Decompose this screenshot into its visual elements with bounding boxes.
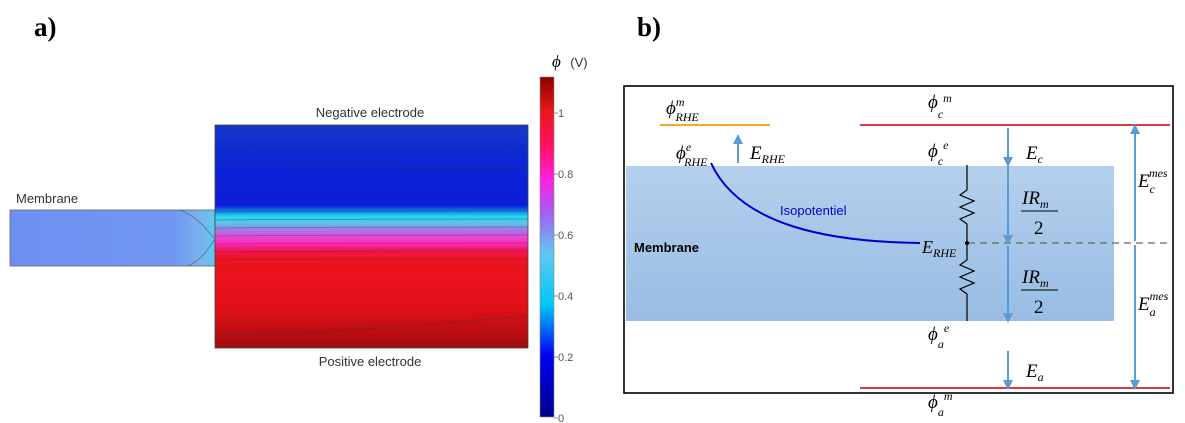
equipotential-lines [214,161,529,337]
colorbar-tick-label: 0.4 [558,291,573,303]
panel-a-label: a) [34,12,57,42]
colorbar-ticks: 1 0.8 0.6 0.4 0.2 0 [554,108,573,423]
E-a-label: Ea [1025,361,1044,384]
phi-RHE-m-label: ϕm RHE [666,95,700,124]
E-RHE-node-label: ERHE [921,237,957,260]
positive-electrode-label: Positive electrode [319,354,422,369]
panel-b-label: b) [637,12,661,42]
membrane-contour-lines [179,209,215,267]
phi-a-m-label: ϕam [928,389,953,419]
resistor-upper [958,165,976,243]
negative-electrode-label: Negative electrode [316,105,424,120]
E-a-mes-label: Eames [1137,289,1169,319]
electrode-domain [214,124,529,349]
midpoint-node [965,241,969,245]
phi-RHE-e-label: ϕe RHE [676,140,708,169]
isopotential-label: Isopotentiel [780,203,847,218]
panel-b: b) Membrane Isopotentiel ϕm RHE ϕ [623,12,1174,419]
panel-a: a) Membrane Negative electrode Positive … [9,12,588,423]
IRm-upper-numerator: IRm [1021,188,1049,211]
IRm-upper-denominator: 2 [1034,218,1044,239]
phi-c-m-label: ϕcm [928,91,952,121]
colorbar-tick-label: 0.2 [558,352,573,364]
membrane-label-b: Membrane [634,240,699,255]
membrane-label-a: Membrane [16,191,78,206]
IRm-lower-numerator: IRm [1021,267,1049,290]
colorbar-tick-label: 0.6 [558,230,573,242]
colorbar [539,76,555,418]
E-c-label: Ec [1025,143,1044,166]
colorbar-tick-label: 0 [558,413,564,423]
phi-c-e-label: ϕce [928,138,949,168]
phi-a-e-label: ϕae [928,321,950,351]
membrane-region [9,209,216,267]
isopotential-curve [710,162,921,244]
E-c-mes-label: Ecmes [1137,166,1168,196]
E-RHE-label: ERHE [749,143,786,166]
IRm-lower-denominator: 2 [1034,297,1044,318]
colorbar-tick-label: 0.8 [558,169,573,181]
colorbar-title: ϕ (V) [552,52,588,71]
resistor-lower [958,243,976,321]
colorbar-tick-label: 1 [558,108,564,120]
